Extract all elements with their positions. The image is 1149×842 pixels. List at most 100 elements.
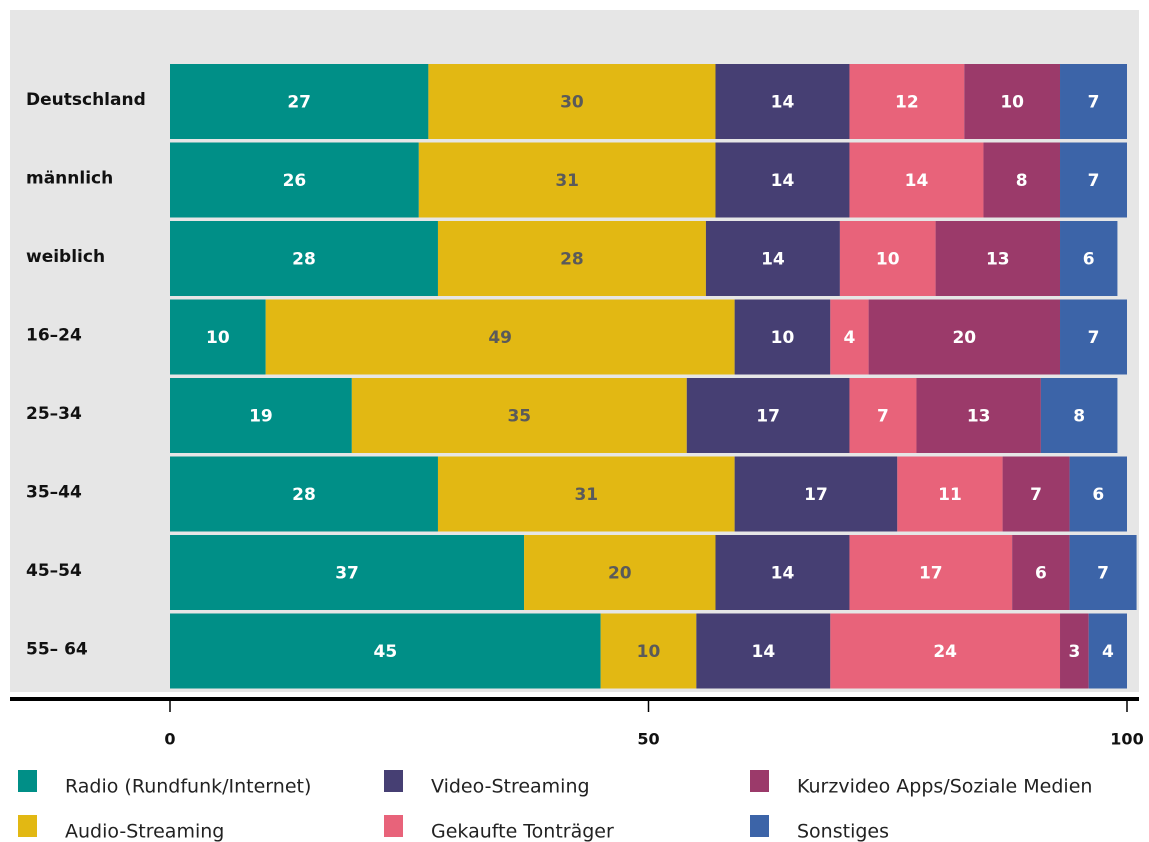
value-label: 14 xyxy=(752,642,776,662)
value-label: 35 xyxy=(507,407,531,427)
value-label: 14 xyxy=(771,171,795,191)
value-label: 27 xyxy=(287,93,311,113)
value-label: 10 xyxy=(876,250,900,270)
bar-segment xyxy=(983,142,1061,218)
bar-segment xyxy=(705,221,840,296)
bar-segment xyxy=(600,613,697,689)
category-label: Deutschland xyxy=(26,90,146,110)
bar-segment xyxy=(1060,299,1127,375)
value-label: 12 xyxy=(895,93,919,113)
bar-segment xyxy=(170,64,429,139)
value-label: 14 xyxy=(771,564,795,584)
value-label: 7 xyxy=(1088,328,1100,348)
value-label: 20 xyxy=(952,328,976,348)
value-label: 4 xyxy=(844,328,856,348)
bar-segment xyxy=(849,378,917,453)
bar-segment xyxy=(830,299,869,375)
x-tick-label: 100 xyxy=(1110,730,1143,749)
value-label: 4 xyxy=(1102,642,1114,662)
value-label: 14 xyxy=(905,171,929,191)
bar-segment xyxy=(170,142,419,218)
legend-label: Gekaufte Tonträger xyxy=(431,821,614,842)
value-label: 17 xyxy=(919,564,943,584)
bar-segment xyxy=(1002,456,1070,532)
bar-segment xyxy=(170,299,266,375)
bar-segment xyxy=(964,64,1061,139)
value-label: 28 xyxy=(560,250,584,270)
legend-swatch xyxy=(384,815,403,837)
value-label: 10 xyxy=(206,328,230,348)
category-label: 25–34 xyxy=(26,404,82,424)
bar-segment xyxy=(849,535,1013,610)
value-label: 6 xyxy=(1035,564,1047,584)
value-label: 3 xyxy=(1068,642,1080,662)
category-label: weiblich xyxy=(26,247,105,267)
value-label: 10 xyxy=(1000,93,1024,113)
legend-label: Sonstiges xyxy=(797,821,889,842)
bar-segment xyxy=(897,456,1003,532)
value-label: 37 xyxy=(335,564,359,584)
value-label: 13 xyxy=(986,250,1010,270)
legend-swatch xyxy=(750,815,769,837)
bar-segment xyxy=(935,221,1061,296)
value-label: 28 xyxy=(292,485,316,505)
value-label: 31 xyxy=(574,485,598,505)
bar-segment xyxy=(1060,221,1118,296)
category-label: 55– 64 xyxy=(26,640,88,660)
bar-segment xyxy=(686,378,850,453)
bar-segment xyxy=(524,535,716,610)
bar-segment xyxy=(170,378,352,453)
value-label: 24 xyxy=(933,642,957,662)
value-label: 28 xyxy=(292,250,316,270)
value-label: 7 xyxy=(1097,564,1109,584)
bar-segment xyxy=(351,378,687,453)
value-label: 6 xyxy=(1083,250,1095,270)
bar-segment xyxy=(265,299,735,375)
bar-segment xyxy=(170,221,438,296)
value-label: 14 xyxy=(771,93,795,113)
value-label: 31 xyxy=(555,171,579,191)
value-label: 7 xyxy=(877,407,889,427)
value-label: 14 xyxy=(761,250,785,270)
value-label: 6 xyxy=(1092,485,1104,505)
value-label: 7 xyxy=(1088,93,1100,113)
value-label: 7 xyxy=(1030,485,1042,505)
bar-segment xyxy=(715,535,850,610)
value-label: 19 xyxy=(249,407,273,427)
legend-swatch xyxy=(384,770,403,792)
value-label: 20 xyxy=(608,564,632,584)
bar-segment xyxy=(734,456,898,532)
bar-segment xyxy=(715,64,850,139)
category-label: 35–44 xyxy=(26,483,82,503)
bar-segment xyxy=(1088,613,1127,689)
bar-segment xyxy=(1060,613,1089,689)
value-label: 30 xyxy=(560,93,584,113)
bar-segment xyxy=(849,142,984,218)
value-label: 10 xyxy=(637,642,661,662)
legend-swatch xyxy=(18,815,37,837)
bar-segment xyxy=(1060,142,1127,218)
bar-segment xyxy=(170,535,525,610)
category-label: männlich xyxy=(26,169,113,189)
bar-segment xyxy=(839,221,936,296)
x-tick-label: 0 xyxy=(164,730,175,749)
value-label: 17 xyxy=(756,407,780,427)
bar-segment xyxy=(1069,456,1127,532)
category-label: 45–54 xyxy=(26,561,82,581)
bar-segment xyxy=(715,142,850,218)
bar-segment xyxy=(1060,64,1127,139)
bar-segment xyxy=(1040,378,1118,453)
value-label: 17 xyxy=(804,485,828,505)
category-label: 16–24 xyxy=(26,326,82,346)
bar-segment xyxy=(916,378,1041,453)
value-label: 13 xyxy=(967,407,991,427)
bar-segment xyxy=(830,613,1061,689)
x-tick-label: 50 xyxy=(637,730,659,749)
bar-segment xyxy=(418,142,716,218)
value-label: 49 xyxy=(488,328,512,348)
value-label: 11 xyxy=(938,485,962,505)
bar-segment xyxy=(437,456,735,532)
legend-label: Audio-Streaming xyxy=(65,821,224,842)
bar-segment xyxy=(437,221,706,296)
bar-segment xyxy=(734,299,831,375)
